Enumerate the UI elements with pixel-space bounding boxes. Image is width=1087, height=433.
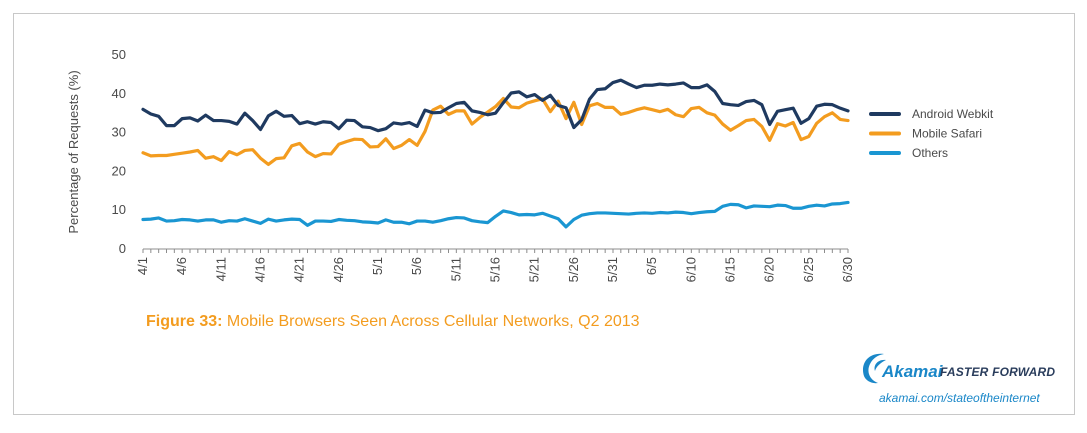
y-tick-label: 20 [112, 163, 126, 178]
akamai-logo: Akamai FASTER FORWARD [858, 350, 1058, 390]
legend-label: Android Webkit [912, 107, 994, 121]
x-tick-label: 5/16 [488, 257, 503, 282]
x-tick-label: 5/31 [605, 257, 620, 282]
brand-tagline: FASTER FORWARD [940, 365, 1056, 379]
x-tick-label: 6/25 [801, 257, 816, 282]
x-tick-label: 5/6 [409, 257, 424, 275]
x-tick-label: 6/20 [762, 257, 777, 282]
x-tick-label: 4/1 [135, 257, 150, 275]
y-tick-label: 30 [112, 125, 126, 140]
figure-number: Figure 33: [146, 313, 223, 330]
y-tick-label: 0 [119, 241, 126, 256]
x-tick-label: 4/21 [292, 257, 307, 282]
x-tick-label: 4/16 [253, 257, 268, 282]
figure-caption: Figure 33: Mobile Browsers Seen Across C… [146, 313, 640, 331]
legend-label: Others [912, 146, 948, 160]
y-axis-label: Percentage of Requests (%) [66, 70, 81, 233]
x-tick-label: 5/21 [527, 257, 542, 282]
akamai-wave-icon [862, 353, 886, 384]
y-tick-label: 10 [112, 202, 126, 217]
x-tick-label: 4/26 [331, 257, 346, 282]
x-tick-label: 6/5 [644, 257, 659, 275]
x-tick-label: 6/15 [723, 257, 738, 282]
series-line-mobile-safari [141, 96, 850, 167]
akamai-wordmark: Akamai [882, 362, 943, 381]
figure-title: Mobile Browsers Seen Across Cellular Net… [226, 313, 640, 330]
x-tick-label: 4/6 [174, 257, 189, 275]
x-tick-label: 5/1 [370, 257, 385, 275]
x-tick-label: 4/11 [213, 257, 228, 281]
y-tick-label: 40 [112, 86, 126, 101]
legend-label: Mobile Safari [912, 127, 982, 141]
x-tick-label: 5/26 [566, 257, 581, 282]
x-tick-label: 5/11 [448, 257, 463, 281]
brand-url-link[interactable]: akamai.com/stateoftheinternet [879, 391, 1040, 405]
x-tick-label: 6/30 [840, 257, 855, 282]
y-tick-label: 50 [112, 47, 126, 62]
series-line-android-webkit [141, 78, 850, 133]
series-line-others [141, 200, 850, 229]
x-tick-label: 6/10 [683, 257, 698, 282]
